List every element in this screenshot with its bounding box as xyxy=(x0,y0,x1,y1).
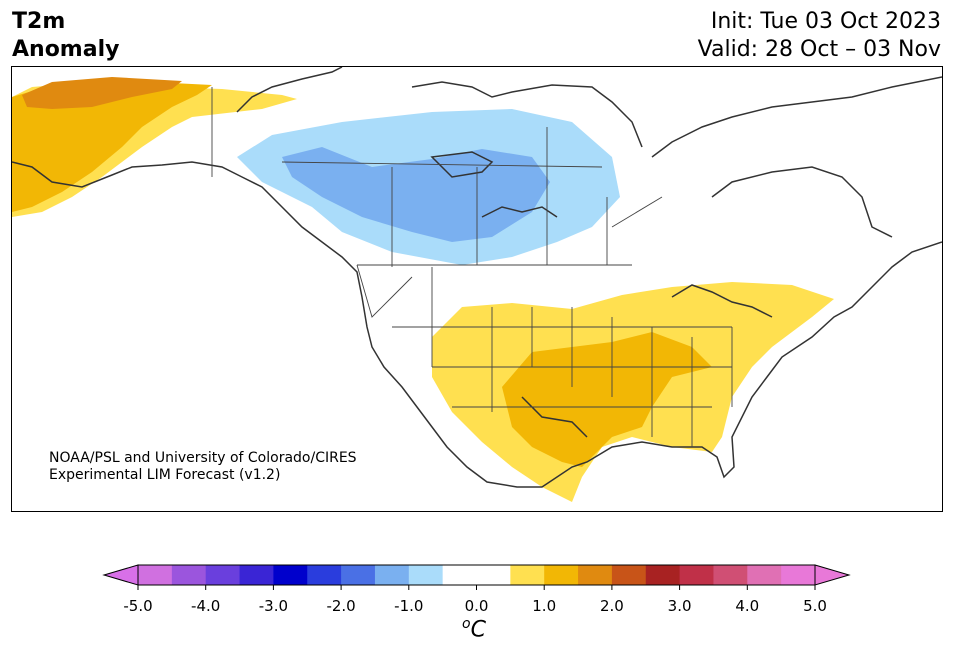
colorbar-tick-label: 0.0 xyxy=(465,597,489,615)
colorbar-tick-label: 3.0 xyxy=(668,597,692,615)
colorbar-cell xyxy=(408,565,444,585)
forecast-dates: Init: Tue 03 Oct 2023 Valid: 28 Oct – 03… xyxy=(698,8,941,64)
colorbar-cell xyxy=(273,565,308,585)
colorbar-tick-label: -3.0 xyxy=(259,597,288,615)
colorbar-tick-label: 2.0 xyxy=(600,597,624,615)
colorbar-tick-label: 1.0 xyxy=(532,597,556,615)
colorbar-cell xyxy=(713,565,748,585)
anomaly-fields xyxy=(12,77,834,502)
colorbar-unit: oC xyxy=(462,616,486,642)
colorbar-cell xyxy=(747,565,782,585)
unit-degree: o xyxy=(462,616,471,632)
colorbar-tick-label: -4.0 xyxy=(191,597,220,615)
colorbar-cell xyxy=(171,565,207,585)
colorbar-tick-label: -1.0 xyxy=(394,597,423,615)
title-line-1: T2m xyxy=(12,9,66,34)
colorbar-cell xyxy=(781,565,816,585)
colorbar-cell xyxy=(578,565,613,585)
colorbar-tick-label: -5.0 xyxy=(123,597,152,615)
colorbar-cell xyxy=(645,565,681,585)
valid-date: Valid: 28 Oct – 03 Nov xyxy=(697,37,941,62)
init-date: Init: Tue 03 Oct 2023 xyxy=(710,9,941,34)
colorbar-tick-label: -2.0 xyxy=(326,597,355,615)
colorbar-cell xyxy=(442,565,477,585)
colorbar-cell xyxy=(138,565,173,585)
title-line-2: Anomaly xyxy=(12,37,120,62)
colorbar-cell xyxy=(239,565,274,585)
us-warm-mid xyxy=(502,332,712,467)
colorbar-tick-label: 5.0 xyxy=(803,597,827,615)
colorbar-cell xyxy=(679,565,714,585)
colorbar-cell xyxy=(476,565,511,585)
colorbar: -5.0 -4.0 -3.0 -2.0 -1.0 0.0 1.0 2.0 3.0 4.0 5.0 xyxy=(102,564,851,615)
colorbar-over-arrow xyxy=(814,564,851,586)
colorbar-cell xyxy=(510,565,545,585)
unit-letter: C xyxy=(470,617,486,643)
colorbar-cells xyxy=(138,565,816,585)
map-svg xyxy=(12,67,942,502)
colorbar-under-arrow xyxy=(102,564,139,586)
coastlines xyxy=(12,67,942,488)
colorbar-cell xyxy=(611,565,647,585)
colorbar-cell xyxy=(374,565,410,585)
colorbar-cell xyxy=(307,565,342,585)
alaska-warm-strong xyxy=(22,77,182,109)
map-title: T2m Anomaly xyxy=(12,8,119,64)
credit-line-1: NOAA/PSL and University of Colorado/CIRE… xyxy=(49,450,357,466)
colorbar-cell xyxy=(341,565,376,585)
colorbar-ticks: -5.0 -4.0 -3.0 -2.0 -1.0 0.0 1.0 2.0 3.0 4.0 5.0 xyxy=(123,585,827,615)
colorbar-tick-label: 4.0 xyxy=(735,597,759,615)
anomaly-map xyxy=(11,66,943,512)
colorbar-cell xyxy=(205,565,241,585)
credit-text: NOAA/PSL and University of Colorado/CIRE… xyxy=(49,450,357,484)
credit-line-2: Experimental LIM Forecast (v1.2) xyxy=(49,467,281,483)
political-borders xyxy=(211,87,733,447)
colorbar-cell xyxy=(544,565,579,585)
alaska-warm-mid xyxy=(12,81,212,212)
